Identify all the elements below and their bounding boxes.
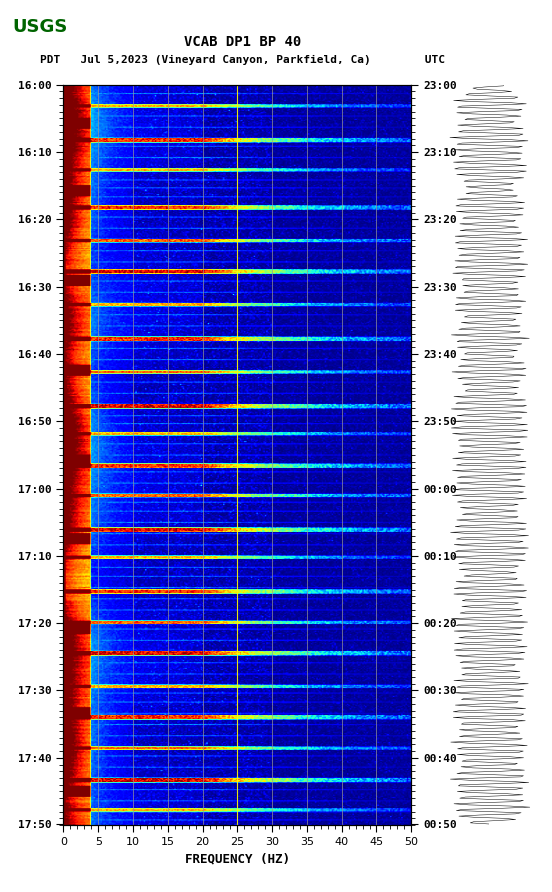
- Text: USGS: USGS: [12, 18, 67, 36]
- X-axis label: FREQUENCY (HZ): FREQUENCY (HZ): [185, 853, 290, 865]
- Text: VCAB DP1 BP 40: VCAB DP1 BP 40: [184, 35, 301, 49]
- Text: PDT   Jul 5,2023 (Vineyard Canyon, Parkfield, Ca)        UTC: PDT Jul 5,2023 (Vineyard Canyon, Parkfie…: [40, 54, 445, 65]
- Polygon shape: [4, 4, 24, 29]
